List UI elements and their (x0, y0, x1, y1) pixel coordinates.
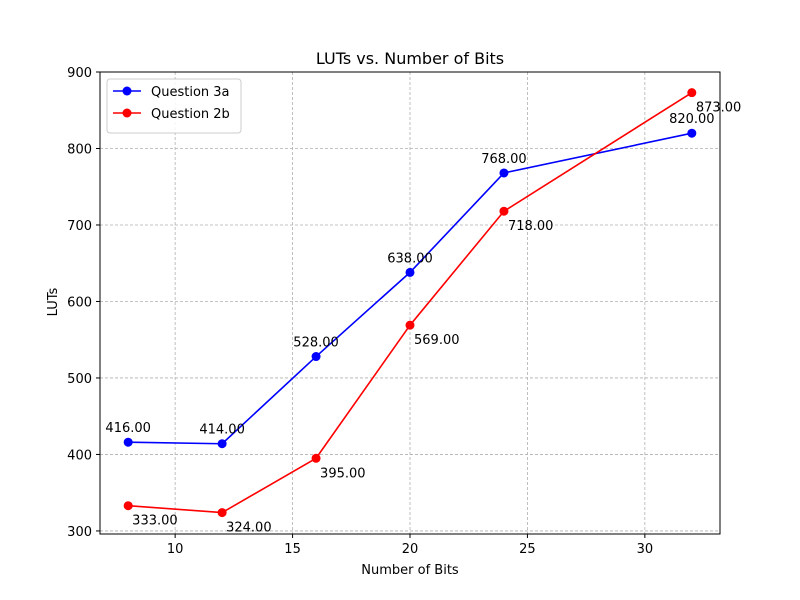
x-tick-label: 30 (637, 542, 654, 557)
legend-label: Question 3a (151, 85, 230, 100)
grid (100, 71, 720, 534)
series-1: 416.00 414.00 528.00 638.00 768.00 820.00 (105, 112, 715, 449)
y-tick-label: 800 (67, 142, 92, 157)
y-tick-label: 700 (67, 219, 92, 234)
data-point (499, 168, 509, 178)
data-label: 528.00 (293, 336, 339, 351)
chart-title: LUTs vs. Number of Bits (316, 49, 504, 68)
series-2: 333.00 324.00 395.00 569.00 718.00 873.00 (123, 88, 742, 536)
x-tick-label: 25 (519, 542, 536, 557)
series-layer: 416.00 414.00528.00638.00768.00820.00333.… (105, 88, 742, 536)
data-point (311, 453, 321, 463)
data-point (687, 128, 697, 138)
data-point (499, 206, 509, 216)
data-point (405, 267, 415, 277)
y-axis-label: LUTs (46, 287, 61, 316)
legend-marker (122, 86, 132, 96)
data-label: 768.00 (481, 152, 527, 167)
x-tick-label: 15 (284, 542, 301, 557)
data-point (217, 439, 227, 449)
data-label: 718.00 (508, 219, 554, 234)
data-point (687, 88, 697, 98)
data-label: 324.00 (226, 521, 272, 536)
data-label: 414.00 (199, 423, 245, 438)
y-tick-label: 300 (67, 525, 92, 540)
legend-label: Question 2b (151, 107, 230, 122)
data-label: 395.00 (320, 466, 366, 481)
data-label: 638.00 (387, 251, 433, 266)
data-label: 873.00 (696, 101, 742, 116)
x-tick-label: 20 (402, 542, 419, 557)
legend-item: Question 3a (113, 85, 230, 100)
y-tick-label: 600 (67, 295, 92, 310)
data-point (405, 320, 415, 330)
y-tick-label: 500 (67, 372, 92, 387)
legend-box (106, 78, 242, 134)
x-tick-label: 10 (167, 542, 184, 557)
data-label: 820.00 (669, 112, 715, 127)
y-tick-label: 900 (67, 66, 92, 81)
legend-item: Question 2b (113, 107, 230, 122)
series-line (128, 91, 693, 514)
x-axis-label: Number of Bits (361, 563, 459, 578)
legend: Question 3a Question 2b (106, 78, 242, 134)
data-point (123, 437, 133, 447)
data-point (217, 508, 227, 518)
axes-frame: 10 15 20 25 30 300 400 500 600 700 800 900 (67, 66, 721, 557)
data-label: 333.00 (132, 514, 178, 529)
data-point (123, 501, 133, 511)
data-point (311, 352, 321, 362)
y-tick-label: 400 (67, 448, 92, 463)
data-label: 416.00 (105, 421, 151, 436)
series-line (128, 132, 692, 445)
legend-marker (122, 108, 132, 118)
data-label: 569.00 (414, 333, 460, 348)
